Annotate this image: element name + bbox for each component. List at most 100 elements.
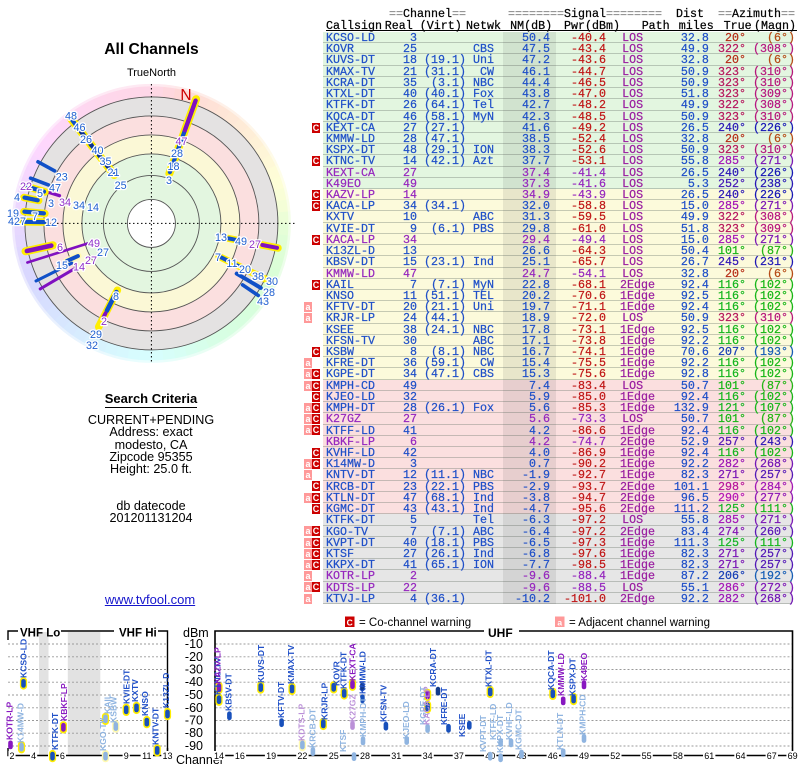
svg-text:KTXL-DT: KTXL-DT: [484, 649, 494, 687]
svg-text:-50: -50: [185, 688, 203, 702]
svg-text:KRJR-LP: KRJR-LP: [320, 682, 330, 720]
svg-text:KMPH-CD: KMPH-CD: [578, 694, 588, 735]
svg-text:a: a: [557, 618, 562, 628]
svg-text:9: 9: [124, 751, 129, 761]
svg-text:64: 64: [735, 751, 745, 761]
svg-text:KGPE-DT: KGPE-DT: [418, 686, 428, 725]
svg-text:11: 11: [226, 258, 237, 270]
svg-text:-80: -80: [185, 726, 203, 740]
svg-text:3: 3: [166, 175, 172, 187]
svg-text:KCRA-DT: KCRA-DT: [428, 647, 438, 687]
svg-text:KNSO: KNSO: [140, 691, 150, 716]
svg-text:K14MW-D: K14MW-D: [16, 703, 26, 743]
svg-text:43: 43: [257, 296, 269, 308]
svg-text:KTFK-DT: KTFK-DT: [50, 712, 60, 750]
svg-text:-60: -60: [185, 701, 203, 715]
svg-text:69: 69: [788, 751, 798, 761]
svg-text:52: 52: [610, 751, 620, 761]
svg-text:34: 34: [59, 197, 71, 209]
svg-text:47: 47: [175, 136, 187, 148]
svg-text:49: 49: [235, 236, 247, 248]
svg-text:6: 6: [60, 751, 65, 761]
svg-text:KXTV: KXTV: [130, 679, 140, 702]
svg-text:K13ZL-D: K13ZL-D: [161, 673, 171, 708]
svg-text:21: 21: [107, 167, 119, 179]
svg-text:25: 25: [115, 180, 127, 192]
svg-text:KGMC-DT: KGMC-DT: [514, 709, 524, 750]
svg-text:KMAX-TV: KMAX-TV: [286, 645, 296, 684]
svg-text:KACA-LP: KACA-LP: [422, 686, 432, 725]
svg-text:KTNC-TV: KTNC-TV: [213, 657, 223, 695]
svg-text:28: 28: [263, 287, 275, 299]
svg-text:-90: -90: [185, 739, 203, 753]
svg-text:-30: -30: [185, 663, 203, 677]
svg-text:22: 22: [20, 181, 32, 193]
svg-text:Channel: Channel: [176, 753, 223, 767]
svg-text:34: 34: [423, 751, 433, 761]
svg-text:40: 40: [91, 145, 103, 157]
svg-text:KTLN-DT: KTLN-DT: [555, 712, 565, 750]
svg-text:KVPT-DT: KVPT-DT: [478, 714, 488, 752]
svg-text:427: 427: [8, 216, 26, 228]
svg-text:= Co-channel warning: = Co-channel warning: [359, 617, 471, 629]
svg-text:KTFF-LD: KTFF-LD: [488, 704, 498, 740]
svg-text:2: 2: [101, 316, 107, 328]
svg-text:34: 34: [73, 200, 85, 212]
svg-text:KTSF: KTSF: [338, 730, 348, 752]
svg-text:K49EO: K49EO: [579, 653, 589, 681]
svg-text:14: 14: [87, 202, 99, 214]
svg-text:32: 32: [86, 340, 98, 352]
svg-text:KOVR: KOVR: [332, 660, 342, 686]
svg-text:67: 67: [767, 751, 777, 761]
svg-text:13: 13: [162, 751, 172, 761]
svg-text:KGO-TV: KGO-TV: [98, 717, 108, 751]
svg-text:46: 46: [548, 751, 558, 761]
svg-text:26: 26: [80, 134, 92, 146]
svg-text:KFTV-DT: KFTV-DT: [276, 681, 286, 718]
svg-text:KOTR-LP: KOTR-LP: [5, 702, 15, 740]
svg-text:3: 3: [48, 198, 54, 210]
svg-text:27: 27: [249, 239, 261, 251]
svg-text:KBSV-DT: KBSV-DT: [224, 673, 234, 711]
svg-text:27: 27: [85, 255, 97, 267]
svg-text:7: 7: [215, 252, 221, 264]
svg-text:KSEE: KSEE: [457, 713, 467, 737]
svg-text:20: 20: [239, 264, 251, 276]
svg-text:KMPH-DT: KMPH-DT: [358, 697, 368, 737]
svg-text:KSBW: KSBW: [108, 696, 118, 723]
svg-text:KSPX-DT: KSPX-DT: [568, 658, 578, 696]
svg-text:KVHF-LD: KVHF-LD: [504, 702, 514, 740]
svg-text:19: 19: [7, 208, 19, 220]
svg-text:KQCA-DT: KQCA-DT: [546, 650, 556, 690]
svg-text:-70: -70: [185, 714, 203, 728]
svg-text:55: 55: [642, 751, 652, 761]
svg-text:UHF: UHF: [488, 626, 513, 640]
svg-text:30: 30: [266, 276, 278, 288]
svg-text:11: 11: [142, 751, 151, 761]
svg-text:27: 27: [97, 247, 109, 259]
svg-text:K27GZ: K27GZ: [348, 694, 358, 722]
svg-text:37: 37: [454, 751, 464, 761]
svg-text:C: C: [347, 618, 353, 628]
svg-text:14: 14: [73, 262, 85, 274]
svg-text:28: 28: [171, 148, 183, 160]
svg-text:VHF Hi: VHF Hi: [119, 628, 157, 640]
svg-text:KJEO-LD: KJEO-LD: [401, 701, 411, 739]
svg-text:KAIL: KAIL: [103, 694, 113, 714]
svg-text:KFRE-DT: KFRE-DT: [439, 687, 449, 725]
svg-text:KMMW-LD: KMMW-LD: [358, 651, 368, 694]
svg-text:dBm: dBm: [183, 626, 209, 640]
svg-text:18: 18: [167, 161, 179, 173]
svg-text:22: 22: [297, 751, 307, 761]
svg-text:VHF Lo: VHF Lo: [20, 628, 60, 640]
svg-text:KNTV-DT: KNTV-DT: [151, 707, 161, 745]
svg-text:6: 6: [57, 242, 63, 254]
svg-text:KCSO-LD: KCSO-LD: [19, 639, 29, 678]
svg-text:12: 12: [45, 217, 57, 229]
svg-text:8: 8: [113, 291, 119, 303]
svg-text:19: 19: [266, 751, 276, 761]
svg-text:N: N: [180, 87, 191, 104]
svg-text:31: 31: [391, 751, 401, 761]
svg-text:KFSN-TV: KFSN-TV: [379, 684, 389, 722]
svg-text:48: 48: [65, 111, 77, 123]
